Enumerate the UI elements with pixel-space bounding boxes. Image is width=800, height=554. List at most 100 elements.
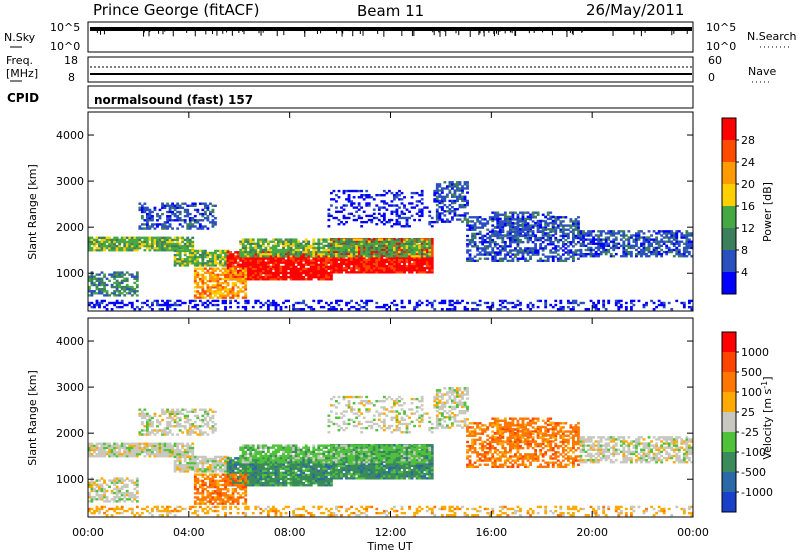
- power-cell: [463, 305, 467, 309]
- power-cell: [231, 257, 235, 260]
- power-cell: [393, 269, 396, 272]
- power-cell: [118, 283, 122, 287]
- power-cell: [516, 259, 520, 263]
- velocity-cell: [133, 448, 137, 452]
- power-cell: [224, 296, 227, 299]
- power-cell: [110, 308, 114, 311]
- power-cell: [214, 217, 217, 220]
- power-cell: [433, 189, 437, 193]
- power-cell: [143, 223, 147, 226]
- power-cell: [395, 223, 399, 226]
- power-cell: [277, 242, 280, 245]
- power-cell: [211, 273, 215, 277]
- power-cell: [229, 251, 232, 254]
- velocity-cell: [171, 452, 175, 456]
- power-cell: [307, 261, 311, 264]
- power-cell: [269, 303, 273, 307]
- power-cell: [294, 269, 298, 273]
- power-cell: [156, 238, 159, 242]
- power-cell: [259, 248, 263, 252]
- power-cell: [264, 248, 268, 252]
- power-cell: [468, 238, 472, 242]
- power-cell: [413, 218, 417, 222]
- power-cell: [390, 225, 394, 228]
- power-cell: [367, 204, 371, 207]
- power-cell: [413, 267, 417, 270]
- power-cell: [226, 265, 230, 268]
- power-cell: [128, 290, 132, 293]
- power-cell: [574, 224, 578, 227]
- power-cell: [541, 249, 545, 252]
- power-cell: [171, 206, 175, 210]
- power-cell: [254, 250, 258, 254]
- power-cell: [410, 271, 414, 274]
- power-cell: [98, 292, 101, 295]
- power-cell: [314, 269, 318, 273]
- power-cell: [375, 301, 379, 305]
- power-cell: [524, 217, 527, 221]
- power-cell: [340, 269, 343, 272]
- power-cell: [219, 281, 222, 285]
- power-cell: [307, 246, 311, 250]
- power-cell: [330, 267, 333, 270]
- power-cell: [133, 242, 137, 246]
- power-cell: [299, 267, 303, 271]
- power-cell: [135, 299, 139, 303]
- velocity-cell: [148, 444, 152, 448]
- power-cell: [365, 262, 369, 266]
- power-cell: [211, 223, 215, 226]
- power-cell: [466, 201, 469, 205]
- velocity-cell: [103, 455, 106, 458]
- power-cell: [403, 196, 406, 199]
- power-cell: [196, 227, 200, 230]
- power-cell: [161, 244, 164, 248]
- power-cell: [415, 212, 419, 216]
- power-cell: [239, 240, 243, 243]
- power-cell: [423, 250, 427, 254]
- power-cell: [380, 193, 384, 197]
- power-cell: [123, 290, 127, 293]
- power-cell: [468, 259, 472, 263]
- power-cell: [90, 242, 94, 246]
- power-cell: [214, 269, 217, 272]
- power-cell: [387, 256, 391, 260]
- power-cell: [498, 232, 502, 236]
- power-cell: [687, 244, 691, 248]
- power-cell: [501, 238, 505, 242]
- colorbar-segment: [722, 162, 736, 184]
- power-cell: [279, 261, 283, 264]
- power-cell: [352, 260, 356, 264]
- power-cell: [635, 234, 638, 237]
- power-cell: [181, 264, 185, 267]
- power-cell: [352, 218, 356, 222]
- power-cell: [201, 269, 205, 272]
- power-cell: [463, 199, 467, 203]
- power-cell: [138, 208, 142, 212]
- power-cell: [418, 303, 422, 307]
- power-cell: [93, 283, 96, 287]
- power-cell: [622, 255, 626, 258]
- power-cell: [534, 221, 538, 225]
- power-cell: [430, 256, 434, 260]
- power-cell: [526, 234, 530, 237]
- power-cell: [264, 261, 268, 264]
- power-cell: [191, 253, 195, 257]
- power-cell: [211, 290, 215, 293]
- power-cell: [685, 255, 689, 258]
- power-cell: [198, 286, 202, 289]
- power-cell: [463, 214, 467, 217]
- power-cell: [511, 211, 515, 214]
- power-cell: [206, 227, 210, 230]
- power-cell: [108, 244, 111, 248]
- power-cell: [496, 247, 500, 250]
- power-cell: [219, 260, 222, 263]
- power-cell: [564, 257, 568, 260]
- power-cell: [261, 278, 265, 281]
- velocity-cell: [133, 444, 137, 448]
- power-cell: [282, 265, 285, 268]
- power-cell: [335, 244, 338, 248]
- power-cell: [476, 259, 480, 263]
- power-cell: [438, 212, 442, 216]
- power-cell: [433, 220, 437, 224]
- power-cell: [203, 217, 207, 220]
